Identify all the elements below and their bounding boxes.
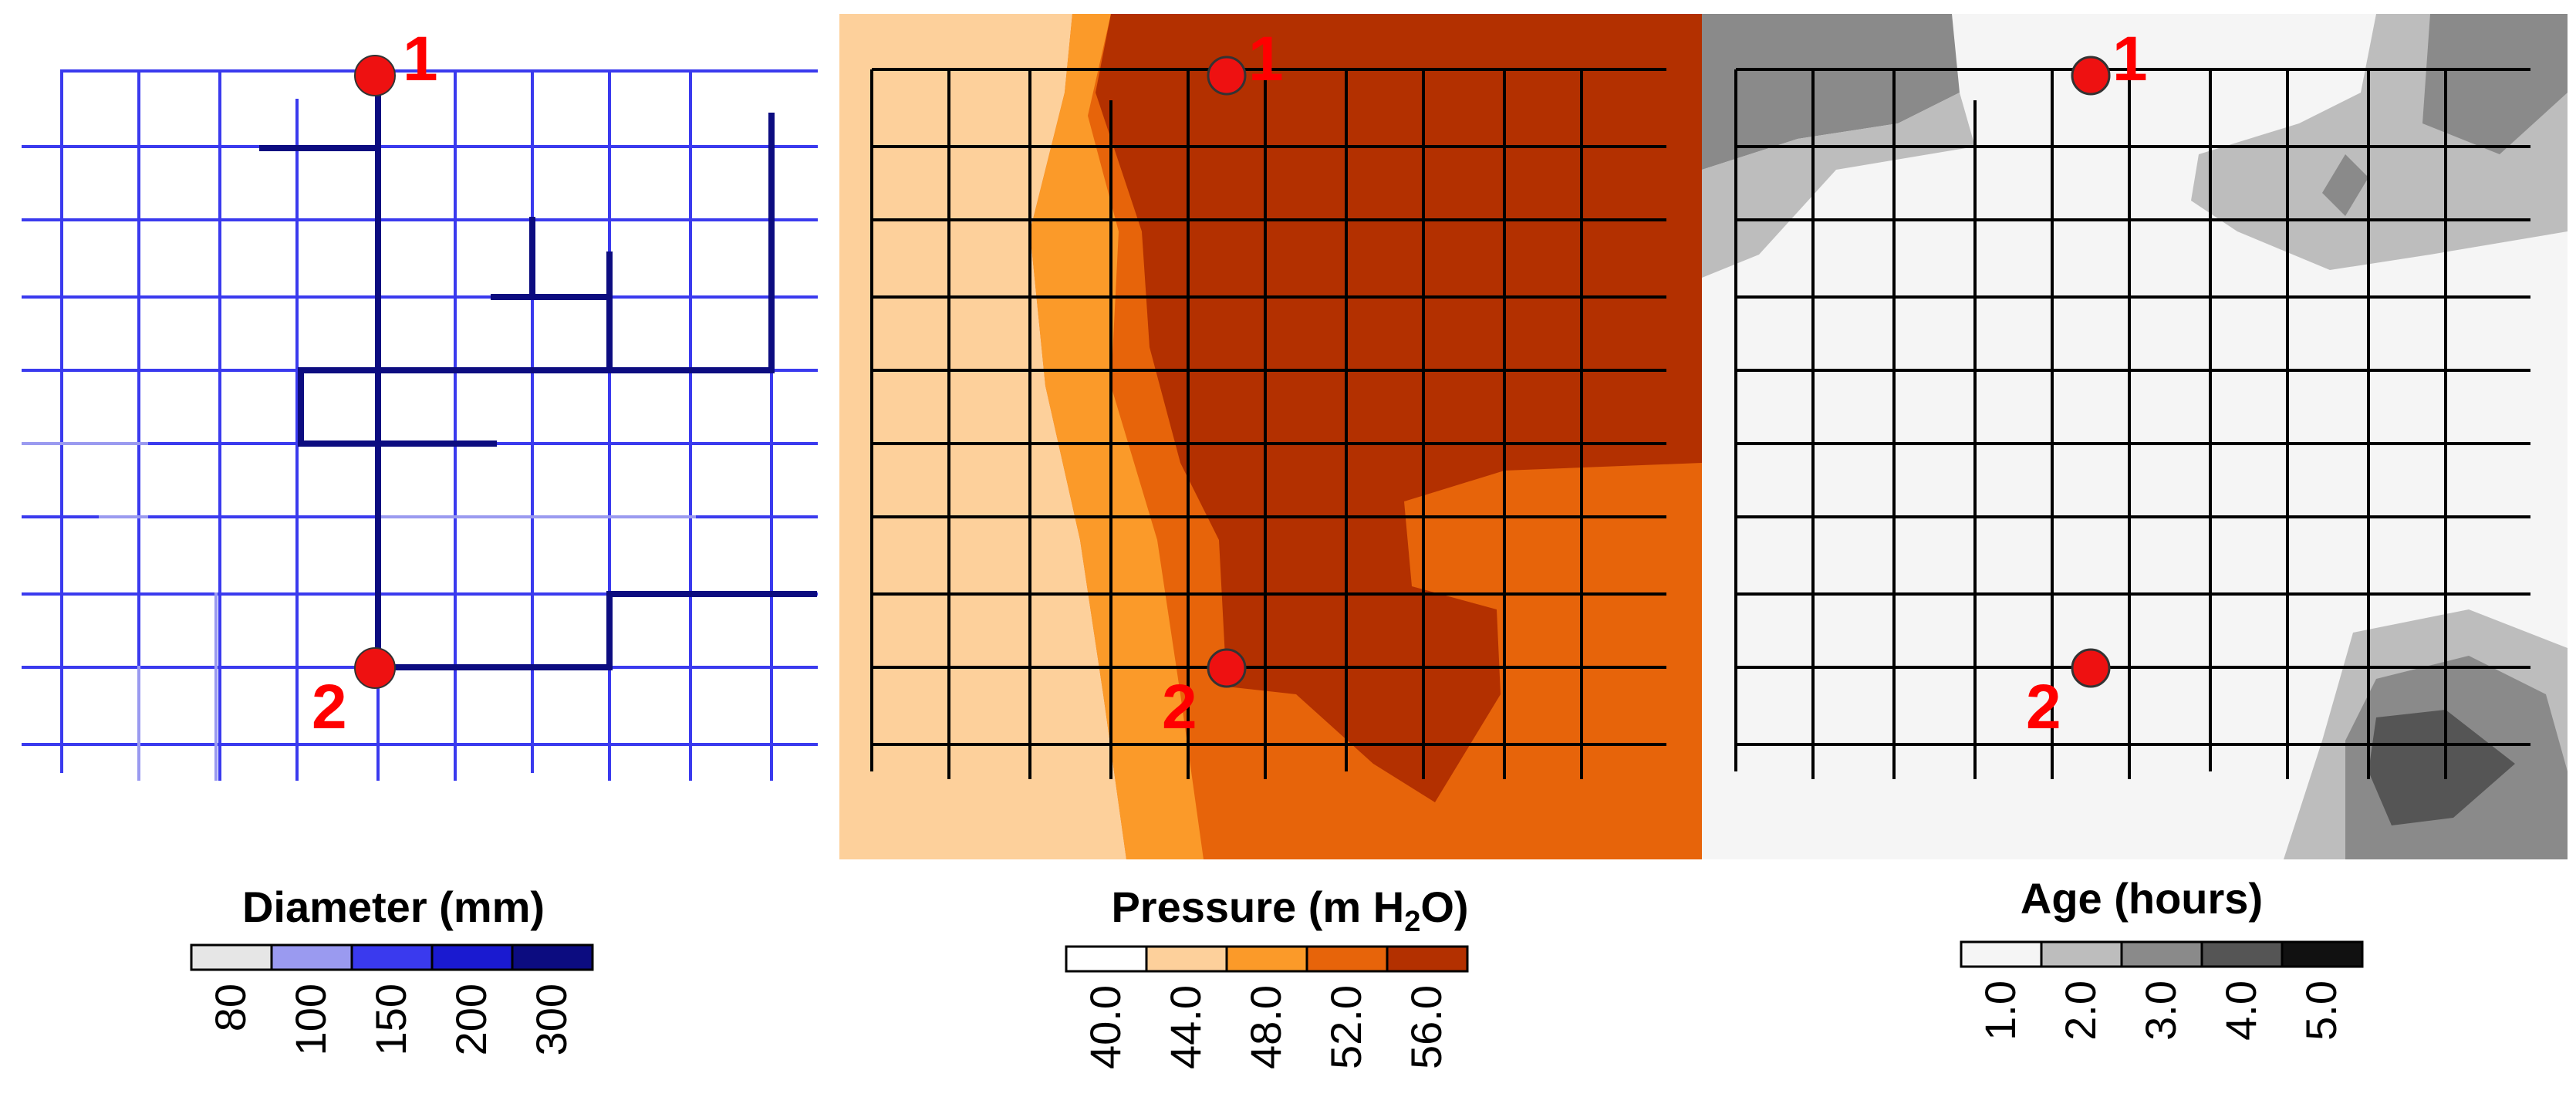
age-tick-5: 5.0 (2297, 981, 2345, 1041)
age-swatch-1 (1960, 940, 2043, 968)
diameter-tick-300: 300 (527, 984, 576, 1055)
diameter-tick-150: 150 (366, 984, 415, 1055)
diameter-swatch-300 (511, 943, 594, 971)
pressure-legend-swatches (1065, 945, 1469, 973)
node-2-marker-age (2071, 648, 2111, 688)
pressure-tick-40: 40.0 (1081, 985, 1129, 1069)
age-legend-swatches (1960, 940, 2364, 968)
node-2-label-age: 2 (2026, 672, 2061, 742)
diameter-network (22, 68, 818, 781)
age-legend: Age (hours) 1.0 2.0 3.0 4.0 5.0 (1960, 874, 2364, 1041)
pressure-tick-56: 56.0 (1402, 985, 1450, 1069)
diameter-tick-100: 100 (286, 984, 335, 1055)
node-1-label-age: 1 (2112, 24, 2148, 94)
diameter-legend: Diameter (mm) 80 100 150 200 300 (190, 883, 594, 1055)
pressure-swatch-44 (1145, 945, 1228, 973)
node-1-marker-pressure (1207, 56, 1247, 96)
pressure-swatch-48 (1225, 945, 1308, 973)
pressure-tick-48: 48.0 (1241, 985, 1290, 1069)
age-swatch-5 (2281, 940, 2364, 968)
diameter-swatch-200 (430, 943, 514, 971)
diameter-legend-title: Diameter (mm) (242, 883, 545, 931)
pressure-legend-title-sub: 2 (1404, 906, 1420, 938)
diameter-legend-swatches (190, 943, 594, 971)
node-1-marker-diameter (354, 55, 396, 96)
node-2-marker-pressure (1207, 648, 1247, 688)
age-tick-4: 4.0 (2216, 981, 2265, 1041)
node-2-marker-diameter (354, 647, 396, 689)
pressure-legend-title-end: O) (1420, 883, 1468, 931)
pressure-tick-52: 52.0 (1322, 985, 1370, 1069)
diameter-swatch-100 (270, 943, 353, 971)
pressure-swatch-40 (1065, 945, 1148, 973)
diameter-swatch-80 (190, 943, 273, 971)
age-tick-3: 3.0 (2136, 981, 2185, 1041)
pressure-swatch-56 (1386, 945, 1469, 973)
pressure-legend: Pressure (m H2O) 40.0 44.0 48.0 52.0 56.… (1065, 883, 1469, 1069)
pressure-contour-map (839, 14, 1702, 859)
node-2-label-diameter: 2 (312, 672, 347, 742)
pressure-legend-title-main: Pressure (m H (1111, 883, 1404, 931)
node-1-label-diameter: 1 (403, 24, 438, 94)
node-1-marker-age (2071, 56, 2111, 96)
age-tick-1: 1.0 (1976, 981, 2024, 1041)
pressure-legend-title: Pressure (m H2O) (1111, 883, 1468, 938)
node-markers: 1 2 1 2 1 2 (312, 24, 2148, 742)
pressure-swatch-52 (1305, 945, 1389, 973)
diameter-tick-200: 200 (447, 984, 495, 1055)
node-2-label-pressure: 2 (1162, 672, 1197, 742)
age-swatch-2 (2040, 940, 2123, 968)
age-tick-2: 2.0 (2056, 981, 2105, 1041)
diameter-tick-80: 80 (206, 984, 255, 1031)
diameter-swatch-150 (350, 943, 434, 971)
node-1-label-pressure: 1 (1248, 24, 1284, 94)
age-legend-title: Age (hours) (2021, 874, 2263, 923)
age-swatch-3 (2120, 940, 2203, 968)
pressure-tick-44: 44.0 (1161, 985, 1210, 1069)
age-swatch-4 (2200, 940, 2284, 968)
age-contour-map (1702, 14, 2568, 859)
